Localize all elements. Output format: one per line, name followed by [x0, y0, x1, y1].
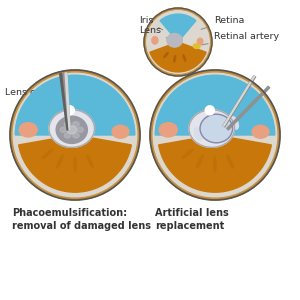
Wedge shape	[159, 135, 271, 192]
Text: Retina: Retina	[201, 16, 244, 29]
Ellipse shape	[64, 133, 71, 138]
Ellipse shape	[181, 148, 194, 159]
Wedge shape	[19, 135, 131, 192]
Ellipse shape	[60, 127, 67, 132]
Ellipse shape	[56, 116, 87, 143]
Ellipse shape	[152, 37, 158, 44]
Circle shape	[150, 70, 280, 200]
Ellipse shape	[73, 156, 77, 172]
Circle shape	[205, 106, 214, 115]
Ellipse shape	[194, 128, 202, 140]
Ellipse shape	[56, 154, 64, 169]
Text: Lens: Lens	[139, 26, 167, 38]
Circle shape	[153, 73, 277, 197]
Circle shape	[10, 70, 140, 200]
Ellipse shape	[164, 52, 168, 58]
Text: Retinal artery: Retinal artery	[201, 32, 279, 45]
Ellipse shape	[193, 44, 200, 49]
Ellipse shape	[159, 123, 177, 137]
Ellipse shape	[67, 126, 76, 134]
Polygon shape	[65, 73, 70, 130]
Polygon shape	[60, 74, 68, 130]
Circle shape	[144, 8, 212, 76]
Circle shape	[147, 11, 209, 73]
Ellipse shape	[231, 117, 239, 129]
Ellipse shape	[19, 123, 37, 137]
Text: Iris: Iris	[139, 16, 163, 30]
Text: Phacoemulsification:
removal of damaged lens: Phacoemulsification: removal of damaged …	[12, 208, 151, 231]
Ellipse shape	[226, 154, 234, 169]
Ellipse shape	[200, 114, 233, 143]
Ellipse shape	[49, 110, 94, 147]
Ellipse shape	[73, 133, 79, 138]
Ellipse shape	[252, 125, 269, 138]
Polygon shape	[223, 76, 256, 127]
Ellipse shape	[174, 56, 176, 62]
Polygon shape	[227, 86, 270, 130]
Circle shape	[65, 106, 74, 115]
Ellipse shape	[167, 34, 182, 47]
Wedge shape	[155, 75, 275, 135]
Ellipse shape	[196, 154, 204, 169]
Text: Artificial lens
replacement: Artificial lens replacement	[155, 208, 229, 231]
Ellipse shape	[183, 55, 186, 61]
Ellipse shape	[64, 122, 71, 127]
Wedge shape	[160, 14, 196, 42]
Circle shape	[13, 73, 137, 197]
Ellipse shape	[86, 154, 94, 169]
Ellipse shape	[197, 38, 203, 44]
Ellipse shape	[112, 125, 129, 138]
Ellipse shape	[189, 110, 235, 147]
Ellipse shape	[73, 122, 79, 127]
Polygon shape	[60, 73, 70, 130]
Wedge shape	[15, 75, 135, 135]
Ellipse shape	[41, 148, 54, 159]
Ellipse shape	[213, 156, 217, 172]
Wedge shape	[150, 42, 206, 72]
Polygon shape	[223, 76, 255, 126]
Text: Lens capsule: Lens capsule	[5, 88, 67, 106]
Ellipse shape	[77, 127, 83, 132]
